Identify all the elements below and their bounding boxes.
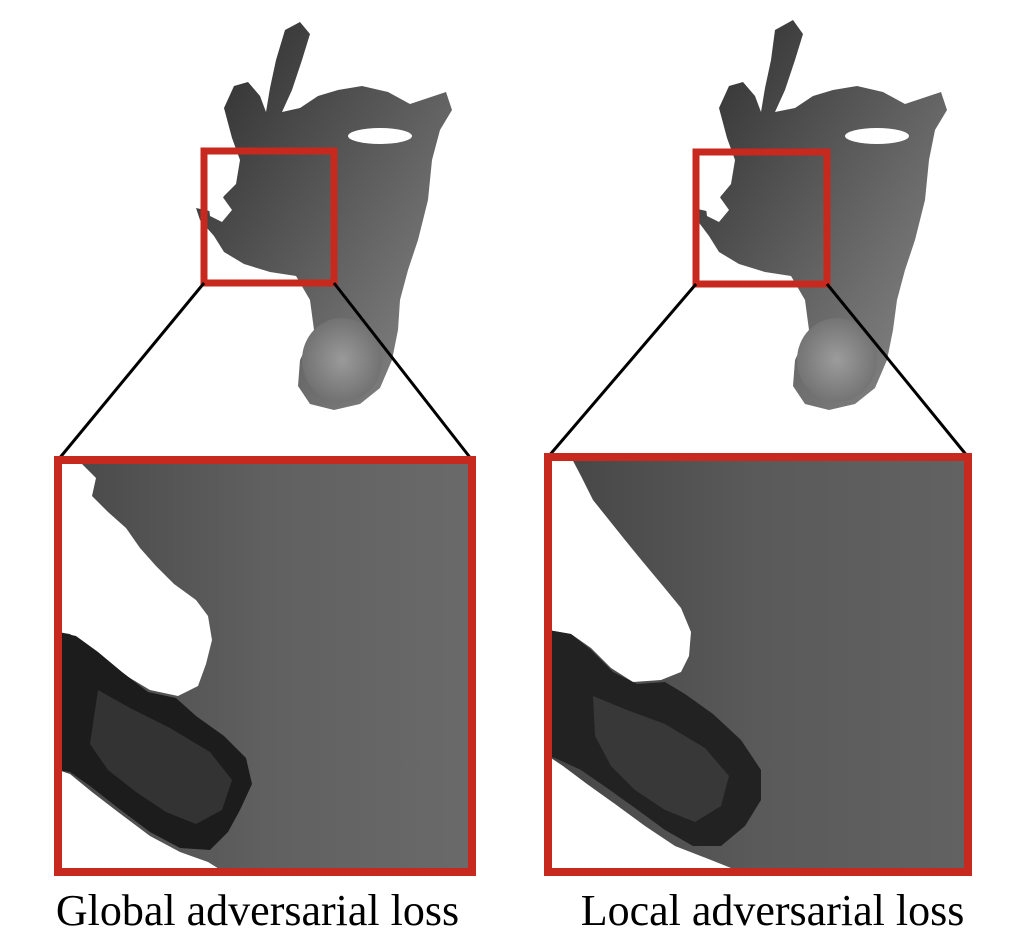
highlight-box-large — [544, 453, 972, 876]
caption-global: Global adversarial loss — [55, 886, 460, 935]
highlight-box-small — [200, 147, 338, 287]
highlight-box-small — [692, 148, 831, 288]
zoomed-crop — [548, 457, 968, 872]
panel-global-graphic — [54, 22, 476, 876]
highlight-box-large — [54, 456, 476, 876]
connector-line-left — [56, 282, 206, 461]
caption-local: Local adversarial loss — [580, 886, 965, 935]
hand-depth-thumbnail — [693, 20, 947, 410]
zoomed-crop — [58, 460, 472, 872]
panel-local-graphic — [544, 20, 972, 876]
connector-line-right — [825, 283, 970, 458]
connector-line-left — [546, 283, 698, 458]
hand-depth-thumbnail — [196, 22, 452, 410]
panel-local: Local adversarial loss — [515, 0, 1030, 942]
panel-global: Global adversarial loss — [54, 22, 476, 935]
connector-line-right — [332, 282, 474, 461]
